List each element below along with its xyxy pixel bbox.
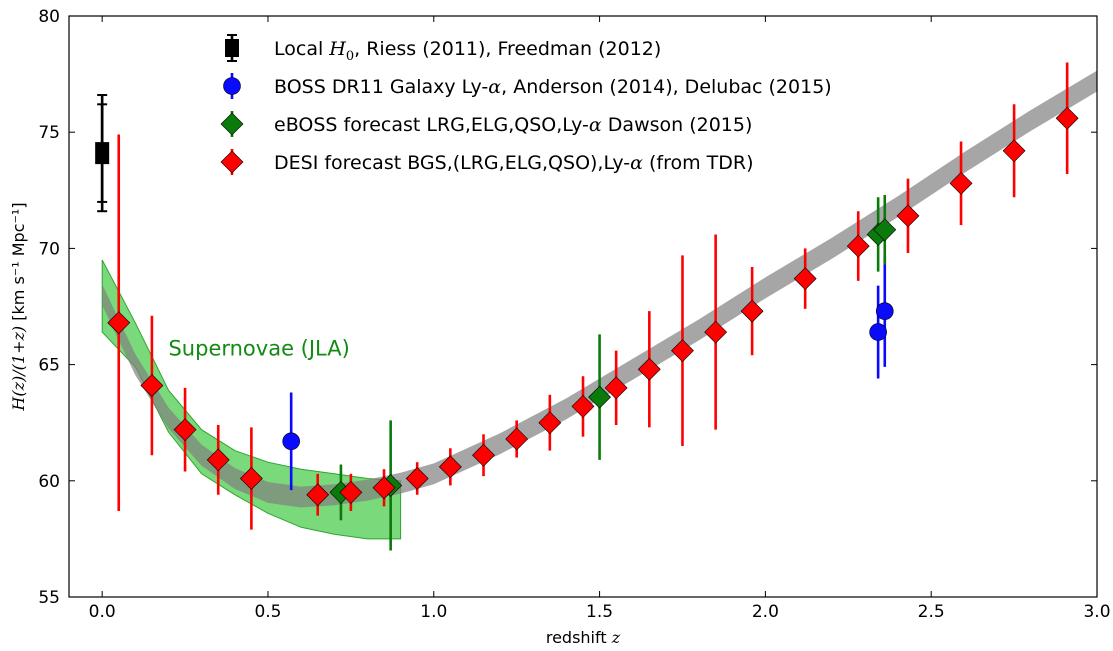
data-point-diamond: [239, 467, 263, 490]
x-tick-label: 0.5: [254, 602, 281, 622]
data-point-diamond: [140, 374, 164, 397]
data-point-diamond: [206, 448, 230, 472]
y-tick-label: 65: [38, 356, 60, 376]
legend-diamond-marker: [220, 150, 244, 174]
data-point-diamond: [472, 443, 495, 467]
data-point-diamond: [740, 299, 764, 323]
data-point-square: [95, 142, 110, 165]
legend-entry-label: DESI forecast BGS,(LRG,ELG,QSO),Ly-α (fr…: [274, 152, 754, 174]
data-point-diamond: [896, 204, 920, 228]
x-tick-label: 1.5: [586, 602, 613, 622]
y-axis-label: H(z)/(1+z) [km s⁻¹ Mpc⁻¹]: [9, 202, 28, 411]
data-point-diamond: [173, 418, 197, 442]
y-tick-label: 80: [38, 7, 60, 27]
data-point-diamond: [405, 467, 429, 490]
x-tick-label: 0.0: [89, 602, 116, 622]
data-point-diamond: [704, 320, 728, 344]
data-point-diamond: [949, 171, 973, 195]
ticks-layer: 0.0 0.5 1.0 1.5 2.0 2.5 3.0 55 60 65 70 75 80: [38, 7, 1110, 622]
legend-entry-label: Local H0, Riess (2011), Freedman (2012): [274, 38, 661, 64]
x-tick-label: 1.0: [420, 602, 447, 622]
svg-text:H(z)/(1+z) [km s⁻¹ Mpc⁻¹]: H(z)/(1+z) [km s⁻¹ Mpc⁻¹]: [9, 202, 28, 411]
legend: Local H0, Riess (2011), Freedman (2012) B…: [220, 34, 832, 175]
x-tick-label: 2.5: [918, 602, 945, 622]
data-point-diamond: [846, 234, 870, 258]
data-point-diamond: [339, 480, 363, 504]
model-band: [102, 70, 1097, 508]
y-tick-label: 55: [38, 588, 60, 608]
svg-text:redshift z: redshift z: [546, 628, 621, 647]
data-point-diamond: [588, 385, 612, 409]
data-point-diamond: [372, 476, 396, 500]
data-point-circle: [869, 323, 887, 341]
data-point-diamond: [505, 427, 529, 451]
data-point-diamond: [873, 218, 897, 242]
data-point-diamond: [107, 311, 131, 335]
x-axis-label: redshift z: [546, 628, 621, 647]
data-point-diamond: [1002, 139, 1026, 163]
supernovae-annotation: Supernovae (JLA): [168, 336, 349, 360]
legend-entry-label: BOSS DR11 Galaxy Ly-α, Anderson (2014), …: [274, 76, 832, 98]
data-point-diamond: [637, 357, 661, 381]
legend-square-marker: [225, 39, 239, 57]
data-point-diamond: [1055, 106, 1079, 130]
data-point-circle: [875, 302, 894, 320]
legend-diamond-marker: [220, 112, 244, 136]
y-tick-label: 60: [38, 472, 60, 492]
data-point-diamond: [604, 376, 628, 400]
data-point-circle: [282, 432, 300, 451]
legend-circle-marker: [223, 77, 241, 95]
legend-entry-label: eBOSS forecast LRG,ELG,QSO,Ly-α Dawson (…: [274, 114, 752, 136]
axes-frame: [68, 15, 1098, 598]
data-point-diamond: [306, 483, 330, 507]
data-point-diamond: [571, 395, 595, 418]
markers-layer: [95, 106, 1079, 507]
data-point-diamond: [671, 339, 694, 363]
x-tick-label: 3.0: [1083, 602, 1110, 622]
data-point-diamond: [538, 411, 562, 435]
x-tick-label: 2.0: [752, 602, 779, 622]
data-point-diamond: [793, 267, 817, 291]
y-tick-label: 70: [38, 239, 60, 259]
y-tick-label: 75: [38, 123, 60, 143]
data-point-diamond: [438, 455, 462, 479]
